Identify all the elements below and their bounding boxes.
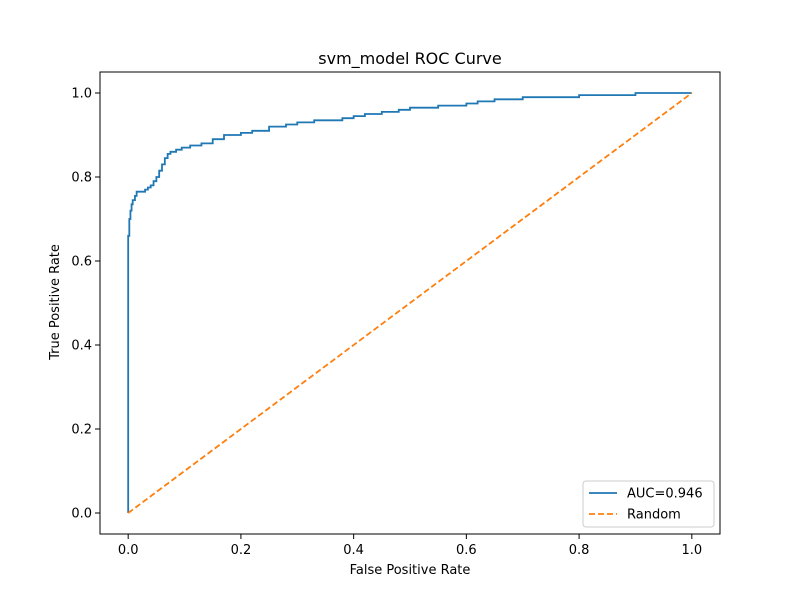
y-tick-label: 1.0 xyxy=(71,87,92,102)
x-tick-label: 0.6 xyxy=(456,543,477,558)
chart-title: svm_model ROC Curve xyxy=(318,49,501,69)
y-axis-label: True Positive Rate xyxy=(48,244,63,361)
series-layer xyxy=(127,92,693,514)
roc-curve-line xyxy=(127,92,692,513)
y-tick-label: 0.8 xyxy=(71,171,92,186)
x-tick-label: 0.0 xyxy=(118,543,139,558)
x-tick-label: 0.4 xyxy=(343,543,364,558)
legend: AUC=0.946 Random xyxy=(582,480,715,528)
legend-label-auc: AUC=0.946 xyxy=(627,487,703,502)
axes-layer: 0.0 0.2 0.4 0.6 0.8 1.0 0.0 0.2 0.4 0.6 0.8 1.0 xyxy=(71,71,721,558)
x-tick-label: 0.2 xyxy=(231,543,252,558)
x-tick-label: 1.0 xyxy=(681,543,702,558)
y-tick-label: 0.6 xyxy=(71,255,92,270)
random-baseline-line xyxy=(127,92,693,514)
y-tick-label: 0.4 xyxy=(71,339,92,354)
legend-label-random: Random xyxy=(627,508,681,523)
x-tick-label: 0.8 xyxy=(569,543,590,558)
plot-frame xyxy=(99,71,721,535)
y-tick-label: 0.2 xyxy=(71,423,92,438)
x-axis-label: False Positive Rate xyxy=(350,563,471,578)
y-tick-label: 0.0 xyxy=(71,507,92,522)
